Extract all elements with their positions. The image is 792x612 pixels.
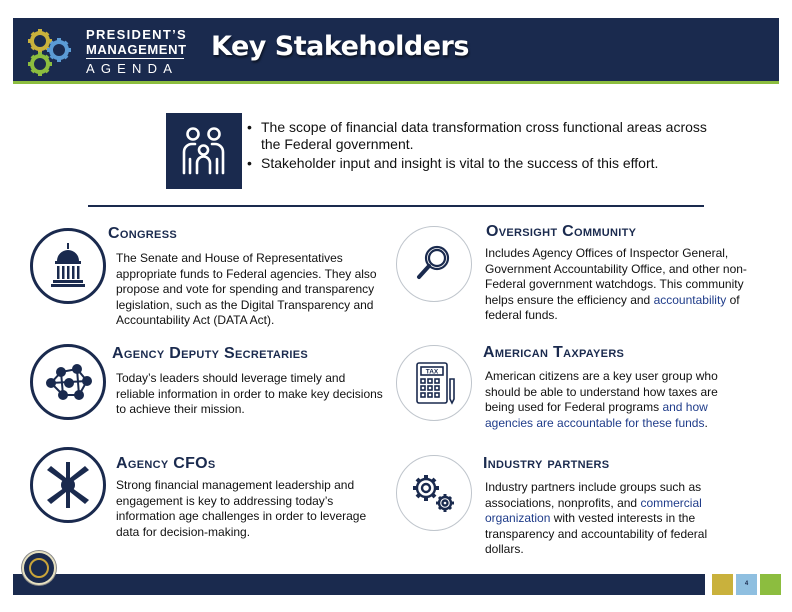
page-number: 4 xyxy=(744,581,749,587)
logo-line-2: MANAGEMENT xyxy=(86,42,187,59)
cfos-title: Agency CFOs xyxy=(116,455,216,472)
deputy-title: Agency Deputy Secretaries xyxy=(112,345,309,362)
tax-calculator-icon: TAX xyxy=(416,362,455,405)
intro-bullet: The scope of financial data transformati… xyxy=(247,119,717,153)
taxpayers-highlight: and how agencies are accountable for the… xyxy=(485,400,708,430)
logo-line-3: AGENDA xyxy=(86,61,179,76)
taxpayers-description: American citizens are a key user group w… xyxy=(485,369,745,431)
gears-icon xyxy=(413,475,454,512)
oversight-description: Includes Agency Offices of Inspector Gen… xyxy=(485,246,755,324)
network-people-icon xyxy=(46,364,92,400)
magnifying-glass-icon xyxy=(417,245,450,279)
intro-bullet: Stakeholder input and insight is vital t… xyxy=(247,155,717,172)
cfos-icon-circle xyxy=(30,447,106,523)
industry-title: Industry partners xyxy=(483,455,610,472)
taxpayers-title: American Taxpayers xyxy=(483,344,625,361)
section-divider xyxy=(88,205,704,207)
oversight-highlight: accountability xyxy=(653,292,727,307)
footer-gold-square xyxy=(712,574,733,595)
cfos-description: Strong financial management leadership a… xyxy=(116,478,367,539)
oversight-icon-circle xyxy=(396,226,472,302)
logo-line-1: PRESIDENT’S xyxy=(86,27,187,42)
congress-description: The Senate and House of Representatives … xyxy=(116,251,377,327)
page-title: Key Stakeholders xyxy=(211,31,469,62)
tax-label: TAX xyxy=(426,369,439,376)
gears-logo-icon xyxy=(28,29,71,76)
hands-together-icon xyxy=(47,462,89,508)
presidential-seal-icon xyxy=(22,551,56,585)
pma-logo-text: PRESIDENT’S MANAGEMENT AGENDA xyxy=(86,28,187,75)
footer-bar xyxy=(13,574,705,595)
industry-text-end: with vested interests in the transparenc… xyxy=(485,511,708,556)
people-family-icon xyxy=(182,127,225,175)
intro-bullet-list: The scope of financial data transformati… xyxy=(247,119,717,172)
oversight-text: Includes Agency Offices of Inspector Gen… xyxy=(485,246,747,307)
congress-title: Congress xyxy=(108,225,177,242)
intro-icon-box xyxy=(166,113,242,189)
industry-icon-circle xyxy=(396,455,472,531)
industry-description: Industry partners include groups such as… xyxy=(485,480,735,558)
oversight-title: Oversight Community xyxy=(486,223,637,240)
oversight-text-end: of federal funds. xyxy=(485,292,740,323)
taxpayers-text: American citizens are a key user group w… xyxy=(485,369,718,414)
footer-blue-square xyxy=(736,574,757,595)
deputy-description: Today’s leaders should leverage timely a… xyxy=(116,371,383,416)
taxpayers-icon-circle: TAX xyxy=(396,345,472,421)
taxpayers-text-end: . xyxy=(704,415,708,430)
congress-icon-circle xyxy=(30,228,106,304)
deputy-icon-circle xyxy=(30,344,106,420)
capitol-icon xyxy=(51,243,85,287)
industry-highlight: commercial organization xyxy=(485,495,702,526)
footer-green-square xyxy=(760,574,781,595)
header-bar: PRESIDENT’S MANAGEMENT AGENDA Key Stakeh… xyxy=(13,18,779,84)
industry-text: Industry partners include groups such as… xyxy=(485,480,702,510)
